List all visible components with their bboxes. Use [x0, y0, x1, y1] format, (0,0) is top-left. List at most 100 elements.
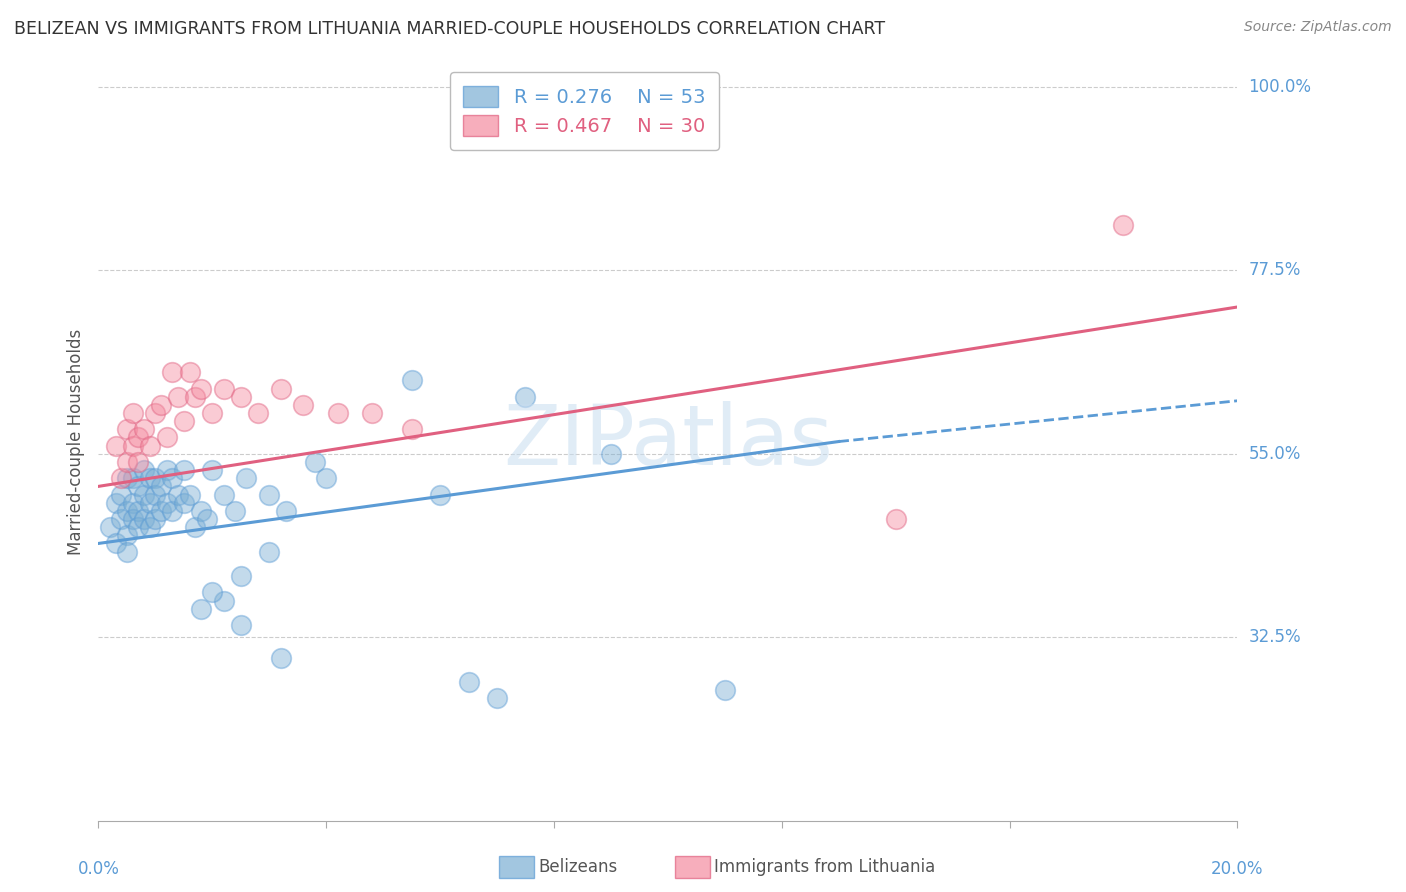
Point: [457, 675, 479, 690]
Point: [156, 430, 179, 444]
Point: [162, 365, 184, 379]
Point: [173, 414, 195, 428]
Point: [190, 601, 212, 615]
Point: [195, 512, 218, 526]
Point: [259, 544, 281, 558]
Point: [115, 455, 138, 469]
Legend: R = 0.276    N = 53, R = 0.467    N = 30: R = 0.276 N = 53, R = 0.467 N = 30: [450, 72, 718, 150]
Point: [184, 520, 207, 534]
Point: [138, 471, 160, 485]
Point: [127, 520, 149, 534]
Point: [127, 479, 149, 493]
Point: [138, 496, 160, 510]
Point: [132, 487, 155, 501]
Point: [184, 390, 207, 404]
Point: [150, 479, 173, 493]
Point: [115, 422, 138, 436]
Point: [515, 390, 537, 404]
Point: [486, 691, 509, 706]
Point: [104, 496, 127, 510]
Point: [110, 471, 132, 485]
Point: [235, 471, 257, 485]
Point: [138, 439, 160, 453]
Text: BELIZEAN VS IMMIGRANTS FROM LITHUANIA MARRIED-COUPLE HOUSEHOLDS CORRELATION CHAR: BELIZEAN VS IMMIGRANTS FROM LITHUANIA MA…: [14, 20, 886, 37]
Point: [600, 447, 623, 461]
Point: [115, 504, 138, 518]
Point: [121, 439, 143, 453]
Point: [115, 544, 138, 558]
Point: [190, 382, 212, 396]
Point: [884, 512, 907, 526]
Point: [145, 471, 167, 485]
Point: [132, 422, 155, 436]
Point: [229, 618, 252, 632]
Text: 32.5%: 32.5%: [1249, 628, 1301, 646]
Text: 20.0%: 20.0%: [1211, 860, 1264, 878]
Point: [150, 504, 173, 518]
Point: [167, 487, 190, 501]
Point: [145, 406, 167, 420]
Point: [121, 406, 143, 420]
Point: [173, 463, 195, 477]
Point: [401, 422, 423, 436]
Point: [292, 398, 315, 412]
Point: [167, 390, 190, 404]
Point: [212, 593, 235, 607]
Text: 100.0%: 100.0%: [1249, 78, 1312, 96]
Point: [132, 512, 155, 526]
Point: [104, 439, 127, 453]
Point: [429, 487, 451, 501]
Point: [190, 504, 212, 518]
Text: 0.0%: 0.0%: [77, 860, 120, 878]
Point: [98, 520, 121, 534]
Point: [121, 471, 143, 485]
Point: [201, 406, 224, 420]
Point: [714, 683, 737, 698]
Point: [315, 471, 337, 485]
Point: [229, 390, 252, 404]
Point: [156, 496, 179, 510]
Point: [156, 463, 179, 477]
Point: [132, 463, 155, 477]
Point: [121, 496, 143, 510]
Point: [110, 512, 132, 526]
Point: [145, 487, 167, 501]
Point: [173, 496, 195, 510]
Point: [326, 406, 349, 420]
Point: [150, 398, 173, 412]
Text: 55.0%: 55.0%: [1249, 445, 1301, 463]
Point: [401, 373, 423, 387]
Point: [212, 487, 235, 501]
Point: [270, 650, 292, 665]
Text: Immigrants from Lithuania: Immigrants from Lithuania: [714, 858, 935, 876]
Point: [179, 365, 201, 379]
Point: [127, 455, 149, 469]
Point: [360, 406, 382, 420]
Point: [121, 512, 143, 526]
Point: [110, 487, 132, 501]
Point: [179, 487, 201, 501]
Point: [259, 487, 281, 501]
Point: [229, 569, 252, 583]
Point: [115, 471, 138, 485]
Point: [115, 528, 138, 542]
Point: [276, 504, 298, 518]
Point: [270, 382, 292, 396]
Point: [138, 520, 160, 534]
Point: [212, 382, 235, 396]
Text: ZIPatlas: ZIPatlas: [503, 401, 832, 482]
Point: [127, 430, 149, 444]
Point: [201, 463, 224, 477]
Point: [304, 455, 326, 469]
Text: Belizeans: Belizeans: [538, 858, 617, 876]
Point: [246, 406, 269, 420]
Point: [127, 504, 149, 518]
Y-axis label: Married-couple Households: Married-couple Households: [66, 328, 84, 555]
Point: [162, 471, 184, 485]
Text: 77.5%: 77.5%: [1249, 261, 1301, 279]
Point: [201, 585, 224, 599]
Point: [145, 512, 167, 526]
Point: [1112, 219, 1135, 233]
Point: [104, 536, 127, 550]
Point: [224, 504, 246, 518]
